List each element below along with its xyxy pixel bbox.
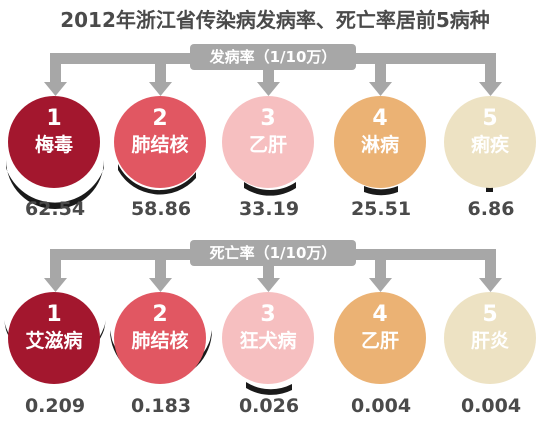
rank-number: 4 [372,302,388,327]
incidence-item-5: 5 痢疾 [444,96,536,188]
rank-number: 2 [152,106,168,131]
mortality-value-1: 0.209 [24,395,86,417]
disease-name: 梅毒 [34,134,73,156]
incidence-item-2: 2 肺结核 [114,96,206,188]
mortality-arc-3 [246,382,292,395]
incidence-label: 发病率（1/10万） [190,44,356,70]
disease-name: 肺结核 [131,134,189,156]
mortality-item-2: 2 肺结核 [114,292,206,384]
page-title: 2012年浙江省传染病发病率、死亡率居前5病种 [60,8,490,32]
disease-name: 乙肝 [248,134,287,156]
rank-number: 2 [152,302,168,327]
mortality-value-5: 0.004 [460,395,522,417]
disease-name: 乙肝 [360,330,399,352]
rank-number: 4 [372,106,388,131]
disease-name: 痢疾 [470,134,509,156]
rank-number: 3 [260,106,276,131]
incidence-value-5: 6.86 [467,198,515,220]
disease-name: 淋病 [360,134,399,156]
incidence-item-1: 1 梅毒 [8,96,100,188]
disease-name: 狂犬病 [239,330,297,352]
mortality-item-3: 3 狂犬病 [222,292,314,384]
incidence-arc-2 [118,164,196,195]
rank-number: 5 [482,302,498,327]
disease-name: 艾滋病 [25,330,83,352]
rank-number: 5 [482,106,498,131]
incidence-item-4: 4 淋病 [334,96,426,188]
rank-number: 3 [260,302,276,327]
incidence-item-3: 3 乙肝 [222,96,314,188]
incidence-arc-5 [486,184,493,192]
mortality-value-2: 0.183 [130,395,192,417]
incidence-arc-4 [364,186,398,196]
disease-name: 肝炎 [470,330,509,352]
mortality-value-3: 0.026 [238,395,300,417]
incidence-value-1: 62.54 [24,198,86,220]
rank-number: 1 [46,302,62,327]
mortality-item-1: 1 艾滋病 [8,292,100,384]
rank-number: 1 [46,106,62,131]
disease-name: 肺结核 [131,330,189,352]
incidence-value-3: 33.19 [238,198,300,220]
mortality-item-4: 4 乙肝 [334,292,426,384]
mortality-value-4: 0.004 [350,395,412,417]
incidence-value-4: 25.51 [350,198,412,220]
mortality-label: 死亡率（1/10万） [190,240,356,266]
incidence-value-2: 58.86 [130,198,192,220]
mortality-item-5: 5 肝炎 [444,292,536,384]
incidence-arc-3 [244,182,296,196]
incidence-arc-1 [6,160,104,209]
